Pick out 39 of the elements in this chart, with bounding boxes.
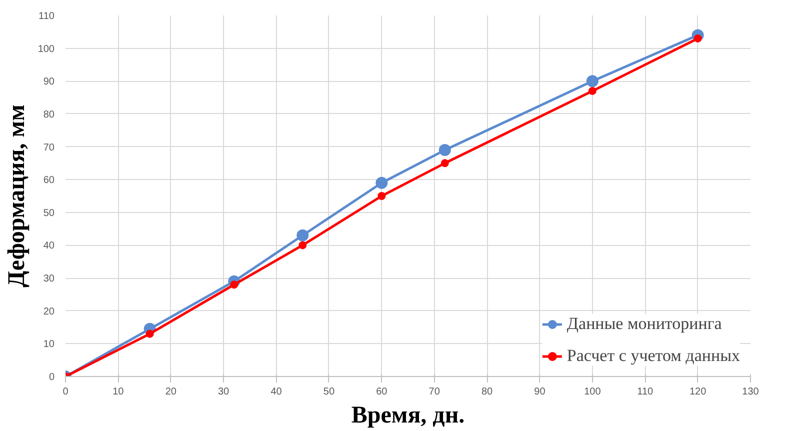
x-tick-label: 90 bbox=[534, 386, 546, 398]
x-tick-label: 10 bbox=[112, 386, 124, 398]
y-tick-label: 20 bbox=[43, 306, 55, 318]
y-tick-label: 30 bbox=[43, 274, 55, 285]
point bbox=[440, 159, 449, 168]
x-tick-label: 0 bbox=[62, 386, 69, 398]
x-tick-label: 80 bbox=[481, 386, 494, 398]
legend-label: Расчет с учетом данных bbox=[566, 346, 740, 366]
y-tick-label: 10 bbox=[43, 339, 55, 350]
x-tick-label: 130 bbox=[742, 386, 760, 398]
x-tick-label: 20 bbox=[165, 386, 177, 398]
point bbox=[438, 144, 451, 156]
x-axis-title: Время, дн. bbox=[351, 402, 465, 428]
y-axis-title: Деформация, мм bbox=[4, 104, 30, 288]
point bbox=[376, 176, 388, 189]
y-tick-label: 40 bbox=[43, 240, 55, 252]
y-tick-label: 70 bbox=[43, 142, 55, 154]
point bbox=[378, 192, 386, 200]
x-tick-label: 40 bbox=[270, 386, 282, 398]
y-tick-label: 0 bbox=[48, 372, 55, 383]
y-tick-label: 100 bbox=[38, 44, 55, 55]
y-tick-label: 50 bbox=[43, 208, 55, 219]
point bbox=[586, 75, 598, 88]
x-tick-label: 50 bbox=[323, 386, 335, 398]
x-tick-label: 110 bbox=[637, 386, 654, 398]
legend-label: Данные мониторинга bbox=[566, 314, 722, 334]
point bbox=[296, 229, 309, 242]
y-tick-label: 80 bbox=[43, 109, 55, 120]
point bbox=[146, 330, 154, 338]
y-tick-label: 110 bbox=[38, 11, 55, 22]
x-tick-label: 70 bbox=[428, 386, 440, 398]
x-tick-label: 100 bbox=[584, 386, 602, 398]
y-tick-label: 90 bbox=[43, 76, 55, 88]
y-tick-label: 60 bbox=[43, 175, 55, 186]
x-tick-label: 30 bbox=[218, 386, 230, 398]
x-tick-label: 120 bbox=[689, 386, 707, 398]
point bbox=[298, 241, 307, 250]
x-tick-label: 60 bbox=[376, 386, 388, 398]
point bbox=[588, 86, 596, 95]
